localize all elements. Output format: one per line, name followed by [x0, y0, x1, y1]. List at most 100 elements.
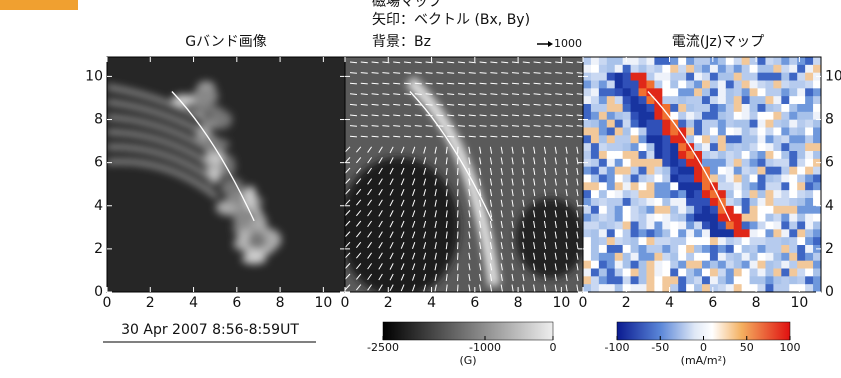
- jz-cell: [598, 190, 608, 199]
- jz-cell: [678, 72, 687, 81]
- field-arrow: [489, 284, 493, 292]
- field-arrow: [511, 157, 514, 165]
- jz-cell: [678, 260, 687, 269]
- jz-cell: [678, 96, 687, 105]
- jz-cell: [622, 221, 632, 230]
- jz-cell: [646, 252, 655, 262]
- field-arrow: [382, 135, 390, 138]
- field-arrow: [389, 284, 394, 292]
- field-arrow: [378, 210, 383, 217]
- jz-image: [583, 57, 821, 292]
- jz-cell: [638, 166, 647, 175]
- field-arrow: [489, 220, 493, 228]
- jz-cell: [765, 111, 774, 121]
- jz-cell: [614, 104, 624, 113]
- jz-cell: [709, 88, 719, 97]
- jz-cell: [686, 166, 695, 175]
- jz-cell: [598, 135, 608, 144]
- jz-cell: [686, 260, 695, 269]
- field-arrow: [356, 157, 362, 164]
- jz-cell: [813, 135, 821, 144]
- jz-cell: [622, 104, 632, 113]
- jz-cell: [583, 127, 592, 136]
- field-arrow: [389, 241, 394, 249]
- jz-cell: [789, 119, 798, 128]
- jz-cell: [702, 80, 711, 89]
- jz-cell: [797, 198, 806, 207]
- jz-cell: [702, 104, 711, 113]
- jz-cell: [741, 260, 751, 269]
- field-arrow: [489, 263, 493, 271]
- jz-cell: [702, 72, 711, 81]
- jz-cell: [813, 80, 821, 89]
- jz-cell: [702, 284, 711, 292]
- jz-cell: [678, 221, 687, 230]
- jz-cell: [598, 284, 608, 292]
- jz-cell: [813, 174, 821, 183]
- field-arrow: [511, 199, 514, 207]
- jz-cell: [765, 88, 774, 97]
- jz-cell: [709, 198, 719, 207]
- jz-cell: [686, 229, 695, 238]
- field-arrow: [468, 167, 471, 175]
- field-arrow: [345, 210, 351, 216]
- field-arrow: [501, 61, 509, 64]
- field-arrow: [367, 167, 373, 175]
- jz-cell: [789, 284, 798, 292]
- jz-cell: [789, 252, 798, 262]
- jz-cell: [709, 135, 719, 144]
- field-arrow: [382, 114, 390, 117]
- x-tick-label: 2: [146, 295, 155, 311]
- jz-cell: [654, 143, 663, 152]
- y-tick-label: 8: [94, 112, 103, 128]
- jz-cell: [709, 174, 719, 183]
- jz-cell: [670, 237, 679, 246]
- dark-region: [515, 198, 583, 279]
- jz-cell: [590, 64, 600, 74]
- field-arrow: [400, 199, 405, 207]
- jz-cell: [717, 111, 727, 121]
- jz-cell: [781, 80, 790, 89]
- field-arrow: [522, 263, 525, 271]
- jz-cell: [765, 127, 774, 136]
- field-arrow: [543, 242, 547, 250]
- field-arrow: [479, 125, 487, 127]
- jz-cell: [717, 104, 727, 113]
- jz-cell: [805, 119, 814, 128]
- jz-cell: [757, 213, 766, 222]
- panel-title: 電流(Jz)マップ: [672, 34, 764, 50]
- x-tick-label: 8: [752, 295, 761, 311]
- field-arrow: [490, 135, 498, 138]
- field-arrow: [349, 135, 358, 138]
- jz-cell: [765, 229, 774, 238]
- field-arrow: [389, 146, 394, 154]
- jz-cell: [614, 245, 624, 254]
- jz-cell: [773, 198, 782, 207]
- field-arrow: [445, 157, 448, 165]
- field-arrow: [511, 93, 520, 95]
- jz-cell: [630, 127, 640, 136]
- jz-cell: [717, 221, 727, 230]
- jz-cell: [583, 57, 592, 66]
- jz-cell: [781, 96, 790, 105]
- field-arrow: [349, 93, 358, 95]
- field-arrow: [393, 135, 401, 138]
- jz-cell: [725, 143, 735, 152]
- jz-cell: [622, 143, 632, 152]
- jz-cell: [606, 221, 616, 230]
- jz-cell: [757, 64, 766, 74]
- jz-cell: [638, 245, 647, 254]
- field-arrow: [423, 252, 427, 260]
- field-arrow: [457, 93, 466, 95]
- jz-cell: [805, 237, 814, 246]
- field-arrow: [378, 252, 383, 260]
- field-arrow: [501, 93, 509, 95]
- panel-title-line: 矢印：ベクトル (Bx, By): [372, 12, 530, 28]
- jz-cell: [773, 245, 782, 254]
- field-arrow: [414, 61, 422, 64]
- jz-cell: [638, 64, 647, 74]
- jz-cell: [590, 268, 600, 277]
- field-arrow: [411, 231, 416, 239]
- jz-cell: [694, 245, 703, 254]
- jz-cell: [654, 174, 663, 183]
